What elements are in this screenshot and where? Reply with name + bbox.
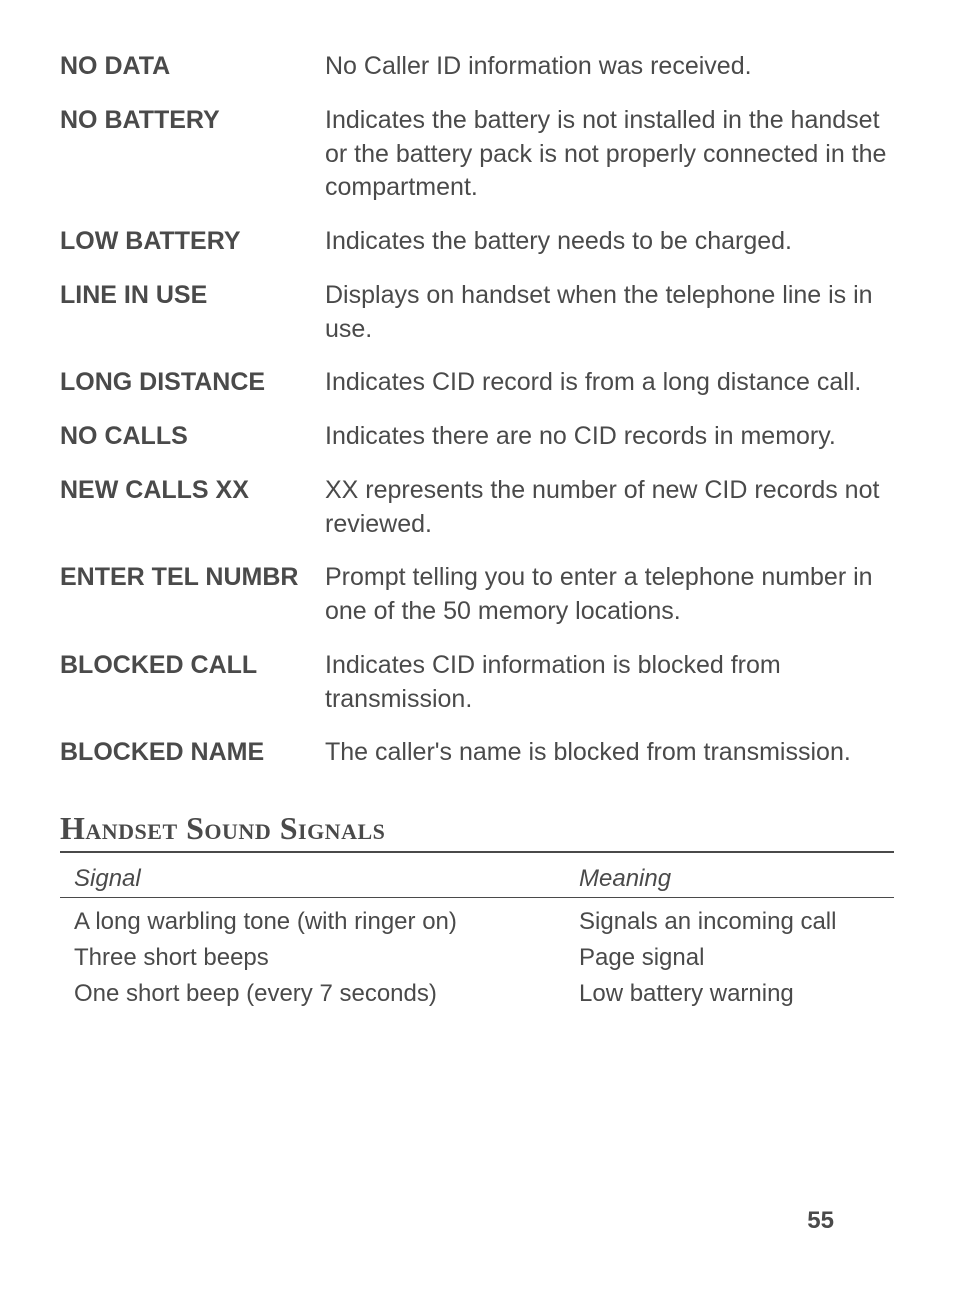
definition-desc: Indicates the battery is not installed i… [325,104,894,205]
definition-term: NEW CALLS XX [60,474,325,508]
definition-term: NO DATA [60,50,325,84]
definition-term: ENTER TEL NUMBR [60,561,325,595]
definition-row: LOW BATTERY Indicates the battery needs … [60,225,894,259]
definition-row: NO BATTERY Indicates the battery is not … [60,104,894,205]
table-cell-meaning: Page signal [579,944,894,972]
definition-term: LOW BATTERY [60,225,325,259]
definition-row: NO DATA No Caller ID information was rec… [60,50,894,84]
table-header: Signal Meaning [60,859,894,898]
definition-row: BLOCKED NAME The caller's name is blocke… [60,736,894,770]
definition-desc: No Caller ID information was received. [325,50,894,84]
table-cell-signal: Three short beeps [74,944,579,972]
table-header-meaning: Meaning [579,865,894,893]
definitions-list: NO DATA No Caller ID information was rec… [60,50,894,770]
definition-desc: Displays on handset when the telephone l… [325,279,894,347]
table-row: Three short beeps Page signal [60,940,894,976]
definition-desc: XX represents the number of new CID reco… [325,474,894,542]
page-number: 55 [807,1207,834,1235]
definition-term: BLOCKED CALL [60,649,325,683]
definition-row: BLOCKED CALL Indicates CID information i… [60,649,894,717]
definition-term: LINE IN USE [60,279,325,313]
definition-row: LONG DISTANCE Indicates CID record is fr… [60,366,894,400]
definition-term: LONG DISTANCE [60,366,325,400]
table-cell-meaning: Low battery warning [579,980,894,1008]
definition-desc: Indicates the battery needs to be charge… [325,225,894,259]
definition-term: NO BATTERY [60,104,325,138]
definition-row: ENTER TEL NUMBR Prompt telling you to en… [60,561,894,629]
table-header-signal: Signal [74,865,579,893]
table-cell-signal: One short beep (every 7 seconds) [74,980,579,1008]
definition-desc: Indicates CID record is from a long dist… [325,366,894,400]
definition-row: NEW CALLS XX XX represents the number of… [60,474,894,542]
definition-desc: Indicates CID information is blocked fro… [325,649,894,717]
table-row: A long warbling tone (with ringer on) Si… [60,904,894,940]
definition-row: LINE IN USE Displays on handset when the… [60,279,894,347]
section-title: Handset Sound Signals [60,810,894,853]
definition-term: NO CALLS [60,420,325,454]
table-row: One short beep (every 7 seconds) Low bat… [60,976,894,1012]
definition-desc: Indicates there are no CID records in me… [325,420,894,454]
table-body: A long warbling tone (with ringer on) Si… [60,898,894,1012]
definition-term: BLOCKED NAME [60,736,325,770]
definition-desc: The caller's name is blocked from transm… [325,736,894,770]
definition-desc: Prompt telling you to enter a telephone … [325,561,894,629]
table-cell-meaning: Signals an incoming call [579,908,894,936]
table-cell-signal: A long warbling tone (with ringer on) [74,908,579,936]
definition-row: NO CALLS Indicates there are no CID reco… [60,420,894,454]
